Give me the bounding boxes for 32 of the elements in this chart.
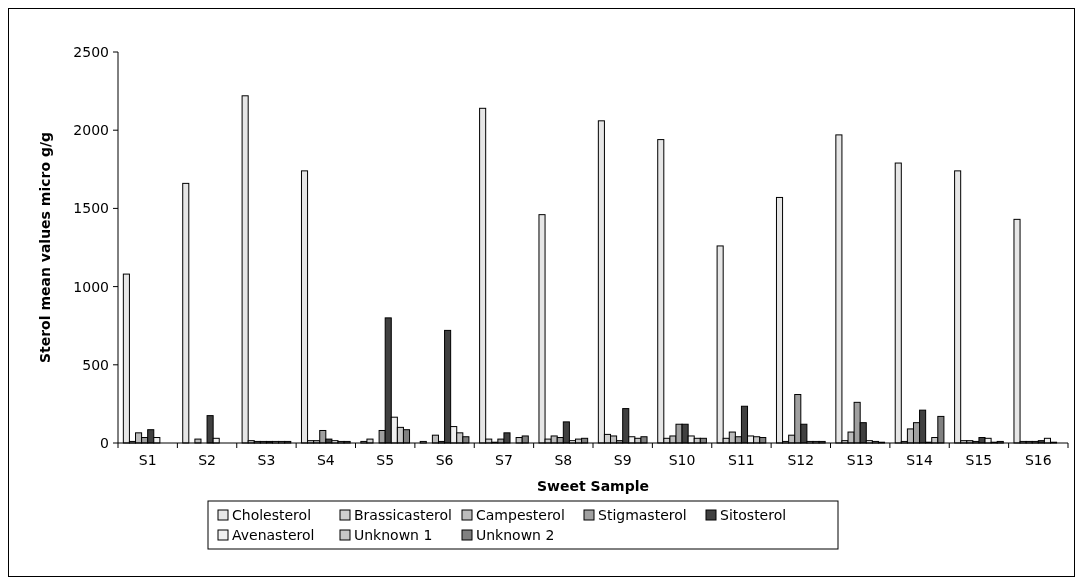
- x-tick-label: S5: [376, 452, 395, 468]
- legend-label: Cholesterol: [232, 506, 312, 523]
- x-tick-label: S13: [846, 452, 874, 468]
- legend-label: Brassicasterol: [354, 506, 452, 523]
- x-tick-label: S14: [906, 452, 933, 468]
- x-tick-label: S6: [435, 452, 454, 468]
- x-tick-label: S1: [138, 452, 157, 468]
- y-tick-label: 500: [82, 356, 109, 373]
- legend-label: Unknown 1: [354, 526, 433, 543]
- x-tick-label: S15: [965, 452, 993, 468]
- x-tick-label: S3: [257, 452, 276, 468]
- y-tick-label: 1500: [73, 200, 109, 217]
- y-axis-title: Sterol mean values micro g/g: [37, 131, 53, 364]
- x-tick-label: S11: [728, 452, 755, 468]
- x-tick-label: S4: [316, 452, 335, 468]
- y-tick-label: 2500: [73, 43, 109, 60]
- legend-label: Stigmasterol: [598, 506, 687, 523]
- legend-label: Unknown 2: [476, 526, 555, 543]
- y-tick-label: 2000: [73, 122, 109, 139]
- legend-label: Campesterol: [476, 506, 565, 523]
- y-tick-label: 0: [100, 434, 109, 451]
- x-tick-label: S9: [613, 452, 632, 468]
- y-tick-label: 1000: [73, 278, 109, 295]
- x-tick-label: S7: [495, 452, 513, 468]
- legend-label: Avenasterol: [232, 526, 315, 543]
- x-axis-title: Sweet Sample: [536, 478, 650, 494]
- x-tick-label: S12: [787, 452, 815, 468]
- x-tick-label: S8: [554, 452, 573, 468]
- legend-label: Sitosterol: [720, 506, 787, 523]
- x-tick-label: S16: [1024, 452, 1052, 468]
- x-tick-label: S10: [668, 452, 696, 468]
- x-tick-label: S2: [198, 452, 216, 468]
